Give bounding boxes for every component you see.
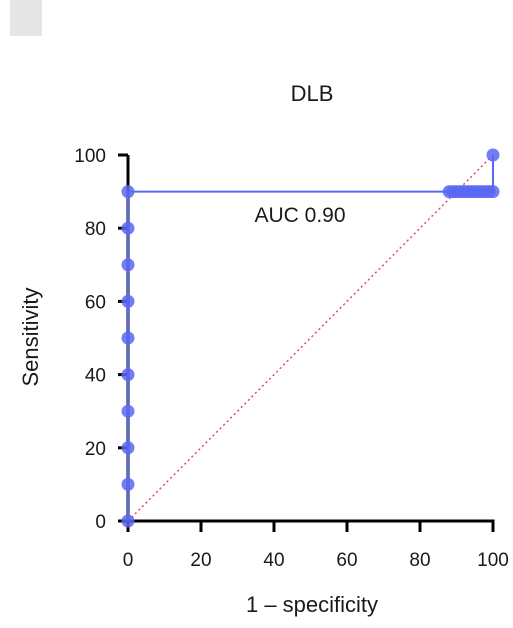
- y-tick-label: 80: [85, 219, 106, 240]
- x-tick-label: 40: [263, 550, 284, 571]
- series-layer: [121, 148, 500, 528]
- x-tick-label: 100: [477, 550, 509, 571]
- corner-placeholder-box: [10, 0, 42, 36]
- roc-point: [121, 331, 135, 345]
- chart-title: DLB: [291, 81, 334, 106]
- y-tick-label: 20: [85, 439, 106, 460]
- x-tick-label: 20: [190, 550, 211, 571]
- x-tick-label: 80: [409, 550, 430, 571]
- roc-point: [121, 477, 135, 491]
- reference-line-layer: [127, 154, 494, 522]
- auc-annotation: AUC 0.90: [254, 204, 345, 227]
- roc-point: [121, 514, 135, 528]
- y-tick-label: 40: [85, 366, 106, 387]
- y-tick-label: 60: [85, 292, 106, 313]
- roc-point: [121, 404, 135, 418]
- reference-diagonal-line: [127, 154, 494, 522]
- roc-point: [121, 221, 135, 235]
- y-axis-label: Sensitivity: [18, 287, 43, 386]
- roc-point: [121, 185, 135, 199]
- roc-point: [121, 258, 135, 272]
- y-tick-label: 0: [95, 512, 106, 533]
- y-tick-label: 100: [74, 146, 106, 167]
- roc-point: [121, 368, 135, 382]
- roc-point: [486, 148, 500, 162]
- roc-point: [121, 294, 135, 308]
- x-axis-label: 1 – specificity: [246, 592, 378, 617]
- x-tick-label: 60: [336, 550, 357, 571]
- roc-point: [486, 185, 500, 199]
- x-tick-label: 0: [123, 550, 134, 571]
- roc-point: [121, 441, 135, 455]
